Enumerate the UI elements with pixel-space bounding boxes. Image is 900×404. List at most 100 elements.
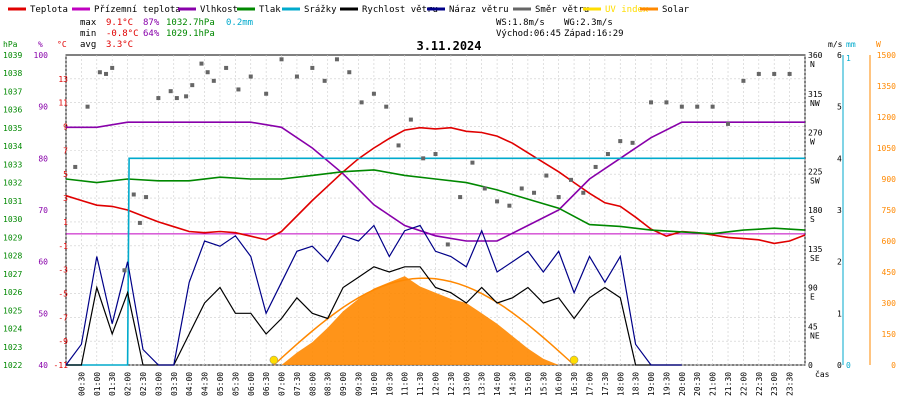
time-tick: 21:30 <box>724 372 733 396</box>
windspeed-tick: 6 <box>837 51 842 60</box>
time-tick: 14:00 <box>493 372 502 396</box>
temp-tick: -5 <box>58 289 68 298</box>
wind-dir-point <box>156 96 161 101</box>
winddir-name: W <box>810 138 815 147</box>
time-tick: 02:00 <box>124 372 133 396</box>
time-tick: 12:00 <box>432 372 441 396</box>
wind-dir-point <box>137 220 142 225</box>
wind-dir-point <box>168 89 173 94</box>
info-wg: WG:2.3m/s <box>564 18 613 28</box>
wind-dir-point <box>445 242 450 247</box>
solar-tick: 450 <box>882 268 897 277</box>
wind-dir-point <box>458 195 463 200</box>
wind-dir-point <box>433 152 438 157</box>
unit-w: W <box>876 40 881 49</box>
windspeed-tick: 3 <box>837 206 842 215</box>
temp-tick: -9 <box>58 337 68 346</box>
stats-block: max 9.1°C 87% 1032.7hPa 0.2mm min -0.8°C… <box>80 18 253 50</box>
time-tick: 04:00 <box>185 372 194 396</box>
temp-tick: 7 <box>63 146 68 155</box>
time-tick: 13:00 <box>462 372 471 396</box>
info-block: WS:1.8m/s WG:2.3m/s Východ:06:45 Západ:1… <box>496 18 624 39</box>
solar-tick: 1200 <box>877 113 896 122</box>
info-sunset: Západ:16:29 <box>564 29 624 39</box>
wind-dir-point <box>384 104 389 109</box>
wind-dir-point <box>593 164 598 169</box>
pressure-tick: 1034 <box>3 142 22 151</box>
wind-dir-point <box>507 203 512 208</box>
winddir-tick: 270 <box>808 129 823 138</box>
unit-cas: čas <box>815 369 830 379</box>
time-tick: 20:00 <box>678 372 687 396</box>
wind-dir-point <box>741 78 746 83</box>
windspeed-tick: 1 <box>837 309 842 318</box>
solar-tick: 300 <box>882 299 897 308</box>
humidity-tick: 100 <box>34 51 49 60</box>
time-tick: 19:00 <box>647 372 656 396</box>
time-tick: 23:30 <box>786 372 795 396</box>
windspeed-tick: 4 <box>837 154 842 163</box>
temp-tick: -3 <box>58 266 68 275</box>
uv-marker <box>269 355 279 365</box>
time-tick: 13:30 <box>478 372 487 396</box>
chart-title: 3.11.2024 <box>416 39 481 53</box>
wind-dir-point <box>73 164 78 169</box>
time-tick: 09:30 <box>355 372 364 396</box>
solar-tick: 600 <box>882 237 897 246</box>
wind-dir-point <box>630 140 635 145</box>
series-srazky <box>66 157 805 366</box>
solar-max-curve <box>273 277 575 366</box>
wind-dir-point <box>649 100 654 105</box>
time-tick: 08:00 <box>308 372 317 396</box>
stat-max-rain: 0.2mm <box>226 18 253 28</box>
wind-dir-point <box>85 104 90 109</box>
time-tick: 11:30 <box>416 372 425 396</box>
series-naraz-vetru <box>65 224 682 366</box>
wind-dir-point <box>695 104 700 109</box>
winddir-tick: 180 <box>808 206 823 215</box>
time-tick: 02:30 <box>139 372 148 396</box>
stat-avg-temp: 3.3°C <box>106 40 133 50</box>
time-tick: 10:00 <box>370 372 379 396</box>
stat-min-temp: -0.8°C <box>106 29 139 39</box>
time-tick: 05:00 <box>216 372 225 396</box>
winddir-name: SE <box>810 254 820 263</box>
legend-label: UV index <box>605 5 649 15</box>
pressure-tick: 1037 <box>3 87 22 96</box>
time-tick: 22:00 <box>739 372 748 396</box>
wind-dir-point <box>359 100 364 105</box>
info-ws: WS:1.8m/s <box>496 18 545 28</box>
humidity-tick: 70 <box>38 206 48 215</box>
humidity-tick: 90 <box>38 103 48 112</box>
wind-dir-point <box>556 195 561 200</box>
wind-dir-point <box>482 186 487 191</box>
stat-avg-label: avg <box>80 40 96 50</box>
winddir-name: E <box>810 293 815 302</box>
legend-label: Tlak <box>259 5 281 15</box>
time-tick: 01:30 <box>108 372 117 396</box>
time-tick: 05:30 <box>231 372 240 396</box>
stat-max-hum: 87% <box>143 18 160 28</box>
time-tick: 15:30 <box>539 372 548 396</box>
solar-tick: 0 <box>891 361 896 370</box>
time-tick: 06:00 <box>247 372 256 396</box>
pressure-tick: 1038 <box>3 69 22 78</box>
legend-label: Vlhkost <box>200 5 238 15</box>
temp-tick: -7 <box>58 313 68 322</box>
wind-dir-point <box>618 139 623 144</box>
legend-label: Teplota <box>30 5 68 15</box>
rain-tick: 1 <box>846 54 851 63</box>
time-tick: 14:30 <box>508 372 517 396</box>
wind-dir-point <box>495 199 500 204</box>
temp-tick: -11 <box>54 361 69 370</box>
windspeed-tick: 2 <box>837 258 842 267</box>
wind-dir-point <box>122 268 127 273</box>
wind-dir-point <box>110 65 115 70</box>
humidity-tick: 80 <box>38 154 48 163</box>
pressure-tick: 1033 <box>3 160 22 169</box>
solar-tick: 150 <box>882 330 897 339</box>
temp-tick: 13 <box>58 75 68 84</box>
time-tick: 21:00 <box>709 372 718 396</box>
unit-degc: °C <box>57 40 67 49</box>
